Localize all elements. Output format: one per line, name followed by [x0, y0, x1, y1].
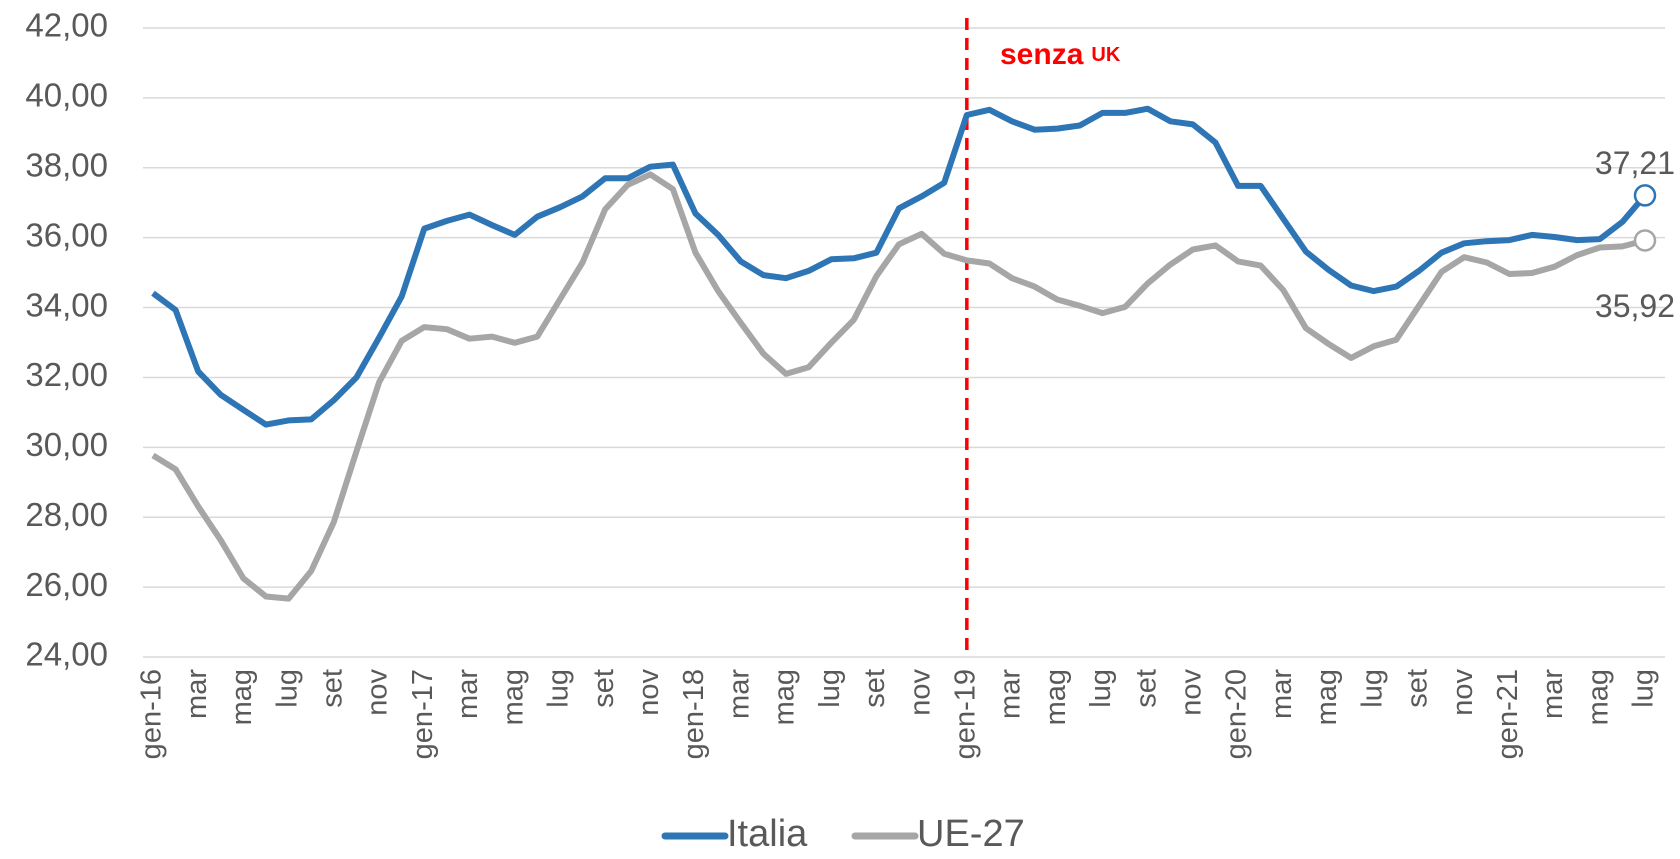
- x-tick-label: lug: [1356, 669, 1388, 708]
- x-tick-label: mag: [226, 669, 258, 725]
- x-tick-label: lug: [1085, 669, 1117, 708]
- annotation-subtext: UK: [1091, 44, 1120, 66]
- x-tick-label: set: [588, 669, 620, 708]
- x-tick-label: lug: [271, 669, 303, 708]
- x-tick-label: mar: [1266, 669, 1298, 719]
- annotation-text: senza: [1000, 38, 1084, 71]
- x-tick-label: mar: [452, 669, 484, 719]
- x-tick-label: set: [1130, 669, 1162, 708]
- y-tick-label: 30,00: [25, 426, 108, 463]
- x-tick-label: lug: [1628, 669, 1660, 708]
- x-tick-label: gen-18: [678, 669, 710, 759]
- x-tick-label: lug: [814, 669, 846, 708]
- x-tick-label: nov: [904, 669, 936, 716]
- data-label: 35,92: [1595, 288, 1675, 324]
- x-tick-label: nov: [1176, 669, 1208, 716]
- x-tick-label: mar: [995, 669, 1027, 719]
- x-tick-label: set: [859, 669, 891, 708]
- y-tick-label: 26,00: [25, 566, 108, 603]
- x-tick-label: nov: [1447, 669, 1479, 716]
- x-tick-label: mar: [181, 669, 213, 719]
- series-line: [151, 105, 1648, 428]
- end-marker: [1633, 184, 1657, 207]
- x-tick-label: lug: [543, 669, 575, 708]
- x-tick-label: gen-16: [136, 669, 168, 759]
- y-tick-label: 40,00: [25, 77, 108, 114]
- x-tick-label: mag: [1040, 669, 1072, 725]
- x-tick-label: gen-19: [949, 669, 981, 759]
- annotation: senza UK: [1000, 38, 1121, 71]
- y-tick-label: 36,00: [25, 216, 108, 253]
- x-tick-label: gen-17: [407, 669, 439, 759]
- x-tick-label: nov: [633, 669, 665, 716]
- end-marker: [1633, 229, 1657, 252]
- x-tick-label: gen-20: [1221, 669, 1253, 759]
- y-tick-label: 38,00: [25, 146, 108, 183]
- x-tick-label: mag: [1582, 669, 1614, 725]
- legend-label: Italia: [727, 813, 808, 855]
- x-tick-label: mag: [497, 669, 529, 725]
- x-tick-label: gen-21: [1492, 669, 1524, 759]
- x-tick-label: mar: [723, 669, 755, 719]
- y-tick-label: 42,00: [25, 7, 108, 44]
- x-tick-label: nov: [362, 669, 394, 716]
- y-tick-label: 28,00: [25, 496, 108, 533]
- y-tick-label: 32,00: [25, 356, 108, 393]
- x-tick-label: mag: [769, 669, 801, 725]
- series-line: [151, 171, 1646, 602]
- legend-label: UE-27: [917, 813, 1025, 855]
- y-tick-label: 24,00: [25, 636, 108, 673]
- x-tick-label: set: [1402, 669, 1434, 708]
- x-tick-label: set: [317, 669, 349, 708]
- y-tick-label: 34,00: [25, 286, 108, 323]
- x-tick-label: mar: [1537, 669, 1569, 719]
- x-tick-label: mag: [1311, 669, 1343, 725]
- data-label: 37,21: [1595, 145, 1675, 181]
